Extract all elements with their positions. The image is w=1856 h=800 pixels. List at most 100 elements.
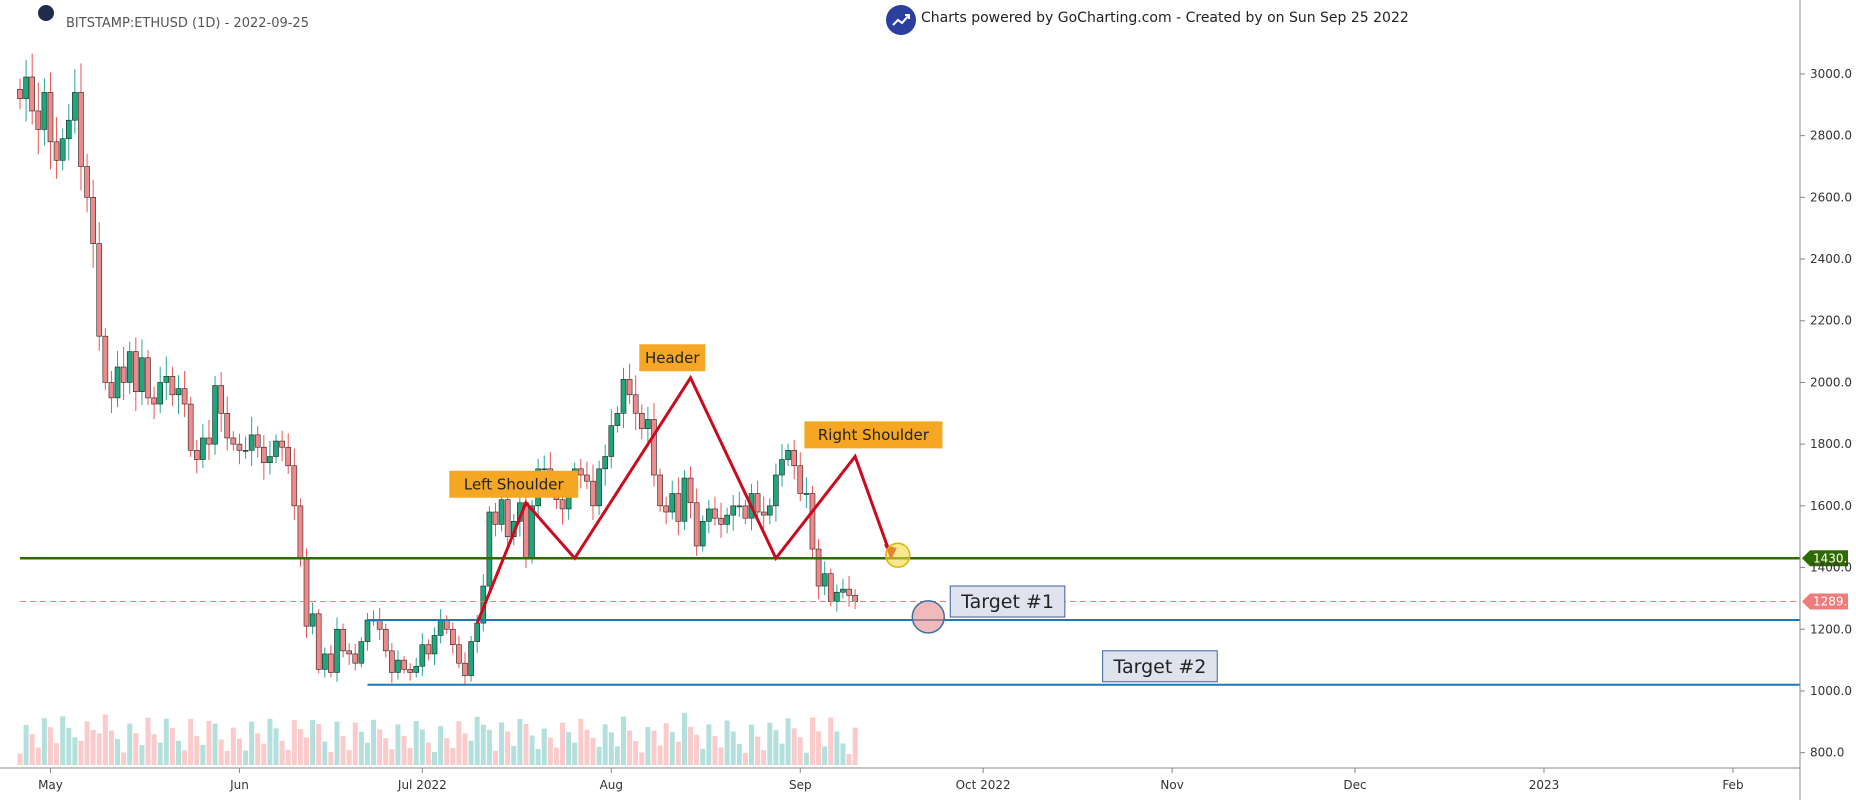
markers [885, 542, 946, 634]
y-tick-label: 1200.0 [1810, 622, 1852, 636]
candle-body [163, 375, 170, 383]
gocharting-chart-icon [886, 5, 916, 35]
volume-bar [730, 731, 736, 765]
volume-bar [791, 728, 797, 765]
candle-body [47, 92, 54, 143]
volume-bar [474, 716, 480, 765]
volume-bar [596, 746, 602, 765]
volume-bar [602, 724, 608, 765]
volume-bar [425, 742, 431, 765]
y-tick-label: 1800.0 [1810, 437, 1852, 451]
candle-body [626, 379, 633, 396]
volume-bar [803, 752, 809, 765]
y-tick-label: 1000.0 [1810, 684, 1852, 698]
candle-body [126, 351, 133, 383]
volume-bar [121, 752, 127, 765]
volume-bar [139, 745, 145, 765]
pattern-label-header[interactable]: Header [639, 344, 706, 372]
candle-body [169, 375, 176, 396]
candle-body [291, 465, 298, 507]
candle-body [699, 520, 706, 547]
candle-body [151, 397, 157, 405]
candle-body [651, 419, 657, 476]
volume-bar [285, 749, 291, 765]
candle-body [638, 412, 645, 430]
volume-bar [535, 749, 541, 765]
volume-bar [23, 725, 29, 765]
candle-body [645, 419, 651, 430]
volume-bar [773, 730, 779, 765]
gocharting-credit[interactable]: Charts powered by GoCharting.com - Creat… [921, 10, 1409, 26]
volume-bar [151, 734, 157, 765]
candle-body [498, 499, 505, 525]
candle-body [450, 628, 456, 645]
volume-bar [395, 724, 401, 765]
volume-bar [553, 747, 559, 765]
candle-body [303, 557, 310, 627]
pattern-label-left-shoulder[interactable]: Left Shoulder [449, 470, 579, 498]
volume-bar [60, 716, 66, 765]
candle-body [84, 166, 90, 198]
candle-body [108, 382, 115, 399]
annotations[interactable]: Left Shoulder Header Right Shoulder Target … [449, 344, 1218, 683]
x-tick-label: 2023 [1529, 778, 1560, 792]
volume-bar [389, 749, 395, 765]
volume-bar [133, 733, 139, 765]
volume-bar [328, 752, 334, 765]
candle-body [267, 456, 273, 463]
volume-bar [224, 751, 230, 765]
candle-body [248, 434, 255, 451]
target-label-target-2[interactable]: Target #2 [1102, 650, 1218, 683]
candle-body [803, 493, 810, 495]
candle-body [236, 443, 243, 451]
volume-bar [17, 753, 23, 765]
volume-bar [157, 742, 163, 765]
candle-body [200, 437, 206, 460]
candle-body [462, 662, 468, 676]
candle-body [230, 437, 237, 445]
target-label-target-1[interactable]: Target #1 [949, 585, 1066, 618]
volume-bar [846, 754, 852, 765]
annotation-box [949, 585, 1066, 618]
x-tick-label: Dec [1343, 778, 1366, 792]
chart-symbol-title: BITSTAMP:ETHUSD (1D) - 2022-09-25 [66, 16, 309, 31]
volume-bar [169, 727, 175, 765]
volume-bar [450, 748, 456, 765]
volume-bar [767, 722, 773, 765]
x-tick-label: Aug [600, 778, 623, 792]
candle-body [797, 465, 804, 494]
volume-bar [212, 723, 218, 765]
candle-body [730, 505, 737, 516]
volume-bar [584, 729, 590, 765]
candle-body [175, 388, 182, 396]
candle-body [712, 508, 718, 519]
y-tick-label: 2000.0 [1810, 375, 1852, 389]
volume-bar [273, 728, 279, 765]
candle-body [157, 382, 164, 405]
volume-bar [523, 724, 529, 765]
candle-body [346, 650, 352, 655]
candle-body [504, 499, 511, 538]
candle-body [541, 468, 548, 471]
volume-bar [35, 747, 41, 765]
price-tag-label: 1289.9 [1813, 595, 1855, 609]
volume-bar [47, 727, 53, 765]
candle-body [846, 588, 852, 596]
volume-bar [261, 743, 267, 765]
volume-bar [54, 743, 60, 765]
settings-gear-icon[interactable] [38, 5, 54, 21]
candle-body [273, 440, 279, 457]
candle-body [206, 437, 212, 445]
candle-body [693, 502, 700, 547]
pattern-label-right-shoulder[interactable]: Right Shoulder [804, 421, 943, 449]
volume-bar [334, 721, 340, 765]
volume-bar [41, 718, 47, 765]
candle-body [663, 505, 669, 513]
y-tick-label: 2600.0 [1810, 190, 1852, 204]
volume-bar [560, 722, 566, 765]
volume-bar [566, 732, 572, 765]
volume-bar [480, 724, 486, 765]
candle-body [492, 511, 499, 525]
candle-body [675, 493, 682, 522]
